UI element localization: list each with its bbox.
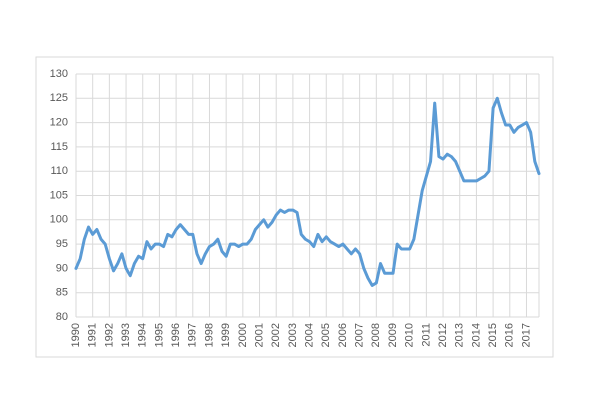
x-tick-label: 2000 bbox=[237, 323, 249, 347]
x-tick-label: 2012 bbox=[437, 323, 449, 347]
x-tick-label: 1996 bbox=[170, 323, 182, 347]
x-tick-label: 2013 bbox=[454, 323, 466, 347]
x-tick-label: 2005 bbox=[320, 323, 332, 347]
x-tick-label: 2006 bbox=[337, 323, 349, 347]
x-tick-label: 1999 bbox=[220, 323, 232, 347]
x-tick-label: 1991 bbox=[87, 323, 99, 347]
y-tick-label: 120 bbox=[50, 117, 68, 129]
x-tick-label: 2014 bbox=[470, 323, 482, 347]
x-tick-label: 2007 bbox=[354, 323, 366, 347]
x-tick-label: 1997 bbox=[187, 323, 199, 347]
x-tick-label: 1992 bbox=[103, 323, 115, 347]
y-tick-label: 115 bbox=[50, 141, 68, 153]
y-tick-label: 100 bbox=[50, 214, 68, 226]
x-tick-label: 1995 bbox=[153, 323, 165, 347]
x-tick-label: 2004 bbox=[303, 323, 315, 347]
x-tick-label: 2010 bbox=[404, 323, 416, 347]
data-line bbox=[74, 96, 541, 287]
y-tick-label: 80 bbox=[56, 311, 68, 323]
x-tick-label: 2002 bbox=[270, 323, 282, 347]
y-tick-label: 125 bbox=[50, 92, 68, 104]
x-tick-label: 1990 bbox=[70, 323, 82, 347]
y-tick-label: 105 bbox=[50, 189, 68, 201]
y-tick-label: 90 bbox=[56, 262, 68, 274]
y-tick-label: 110 bbox=[50, 165, 68, 177]
x-tick-label: 2016 bbox=[504, 323, 516, 347]
y-tick-label: 130 bbox=[50, 68, 68, 80]
chart-frame bbox=[35, 56, 554, 358]
x-tick-label: 2015 bbox=[487, 323, 499, 347]
x-tick-label: 2011 bbox=[420, 323, 432, 347]
y-tick-label: 85 bbox=[56, 287, 68, 299]
x-tick-label: 2003 bbox=[287, 323, 299, 347]
x-tick-label: 2001 bbox=[253, 323, 265, 347]
x-tick-label: 2008 bbox=[370, 323, 382, 347]
x-tick-label: 2009 bbox=[387, 323, 399, 347]
x-tick-label: 1998 bbox=[203, 323, 215, 347]
y-tick-label: 95 bbox=[56, 238, 68, 250]
x-tick-label: 1994 bbox=[137, 323, 149, 347]
x-tick-label: 2017 bbox=[520, 323, 532, 347]
x-tick-label: 1993 bbox=[120, 323, 132, 347]
